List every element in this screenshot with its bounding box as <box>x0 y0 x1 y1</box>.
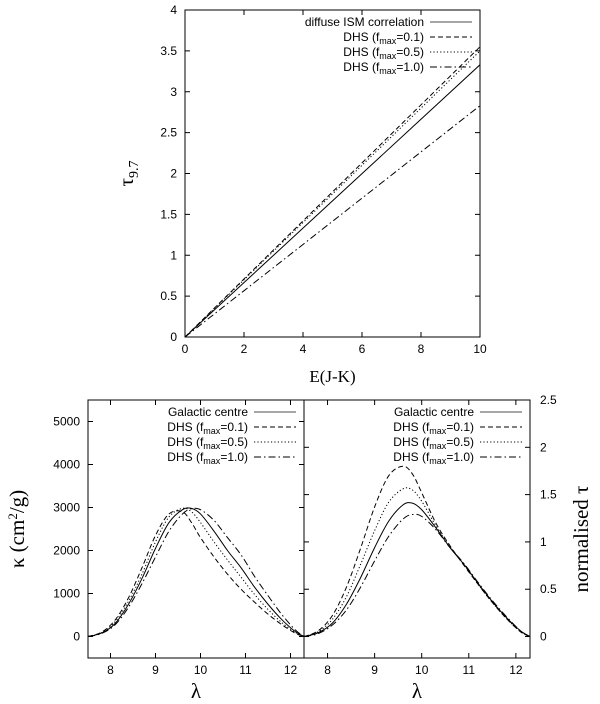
y-tick-label: 3000 <box>53 501 80 515</box>
x-tick-label: 10 <box>194 663 208 677</box>
y-tick-label: 2000 <box>53 544 80 558</box>
x-tick-label: 2 <box>241 342 248 356</box>
series-line-4 <box>304 513 530 638</box>
legend-entry-label: DHS (fmax=1.0) <box>393 450 474 466</box>
chart-panel-2: 8 9 10 11 12 0 1000 2000 3000 4000 5000 Galactic ce… <box>5 399 305 703</box>
x-axis-label: λ <box>412 679 423 703</box>
x-tick-label: 8 <box>418 342 425 356</box>
x-tick-label: 12 <box>509 663 523 677</box>
x-tick-label: 11 <box>239 663 252 677</box>
y-tick-label: 2 <box>170 167 177 181</box>
legend-entry-label: diffuse ISM correlation <box>305 15 424 29</box>
x-tick-label: 8 <box>107 663 114 677</box>
legend-entry-label: DHS (fmax=0.5) <box>393 435 474 451</box>
y-tick-label: 2 <box>540 440 547 454</box>
y-tick-label: 0 <box>170 330 177 344</box>
legend-entry-label: DHS (fmax=0.1) <box>343 30 424 46</box>
legend-entry-label: DHS (fmax=0.1) <box>167 420 248 436</box>
x-tick-label: 10 <box>415 663 429 677</box>
y-axis-label: normalised τ <box>569 486 593 593</box>
x-tick-label: 11 <box>463 663 476 677</box>
y-tick-label: 0 <box>540 630 547 644</box>
series-line-1 <box>185 64 480 337</box>
y-tick-label: 1000 <box>53 587 80 601</box>
y-tick-label: 1 <box>540 535 547 549</box>
x-axis-label: E(J-K) <box>309 367 355 386</box>
y-tick-label: 2.5 <box>160 126 177 140</box>
legend-entry-label: Galactic centre <box>168 405 248 419</box>
x-tick-label: 10 <box>473 342 487 356</box>
legend-entry-label: DHS (fmax=1.0) <box>343 60 424 76</box>
y-tick-label: 1.5 <box>160 207 177 221</box>
legend-entry-label: DHS (fmax=1.0) <box>167 450 248 466</box>
series-line-3 <box>185 50 480 337</box>
y-tick-label: 4 <box>170 3 177 17</box>
x-tick-label: 4 <box>300 342 307 356</box>
plot-frame <box>184 9 481 338</box>
x-tick-label: 9 <box>371 663 378 677</box>
y-axis-label: κ (cm2/g) <box>5 490 29 568</box>
y-tick-label: 3.5 <box>160 44 177 58</box>
series-line-1 <box>304 502 530 638</box>
series-line-4 <box>88 507 304 637</box>
legend-entry-label: DHS (fmax=0.5) <box>343 45 424 61</box>
y-tick-label: 0.5 <box>160 289 177 303</box>
y-tick-label: 2.5 <box>540 393 557 407</box>
x-tick-label: 0 <box>182 342 189 356</box>
y-tick-label: 1.5 <box>540 488 557 502</box>
chart-panel-1: 0 2 4 6 8 10 0 0.5 1 1.5 2 2.5 3 3.5 4 diffuse ISM corr… <box>114 3 487 386</box>
y-tick-label: 5000 <box>53 415 80 429</box>
series-line-3 <box>304 487 530 637</box>
y-tick-label: 4000 <box>53 458 80 472</box>
x-tick-label: 9 <box>152 663 159 677</box>
y-tick-label: 3 <box>170 85 177 99</box>
series-line-4 <box>185 105 480 337</box>
x-axis-label: λ <box>191 679 202 703</box>
plot-frame <box>303 399 531 659</box>
y-tick-label: 1 <box>170 248 177 262</box>
series-line-2 <box>304 465 530 637</box>
y-tick-label: 0.5 <box>540 582 557 596</box>
series-line-1 <box>88 507 304 637</box>
legend-entry-label: DHS (fmax=0.1) <box>393 420 474 436</box>
y-tick-label: 0 <box>73 630 80 644</box>
legend-entry-label: DHS (fmax=0.5) <box>167 435 248 451</box>
series-line-2 <box>88 510 304 637</box>
x-tick-label: 6 <box>359 342 366 356</box>
x-tick-label: 8 <box>324 663 331 677</box>
legend-entry-label: Galactic centre <box>394 405 474 419</box>
x-tick-label: 12 <box>284 663 298 677</box>
y-axis-label: τ9.7 <box>114 161 142 187</box>
